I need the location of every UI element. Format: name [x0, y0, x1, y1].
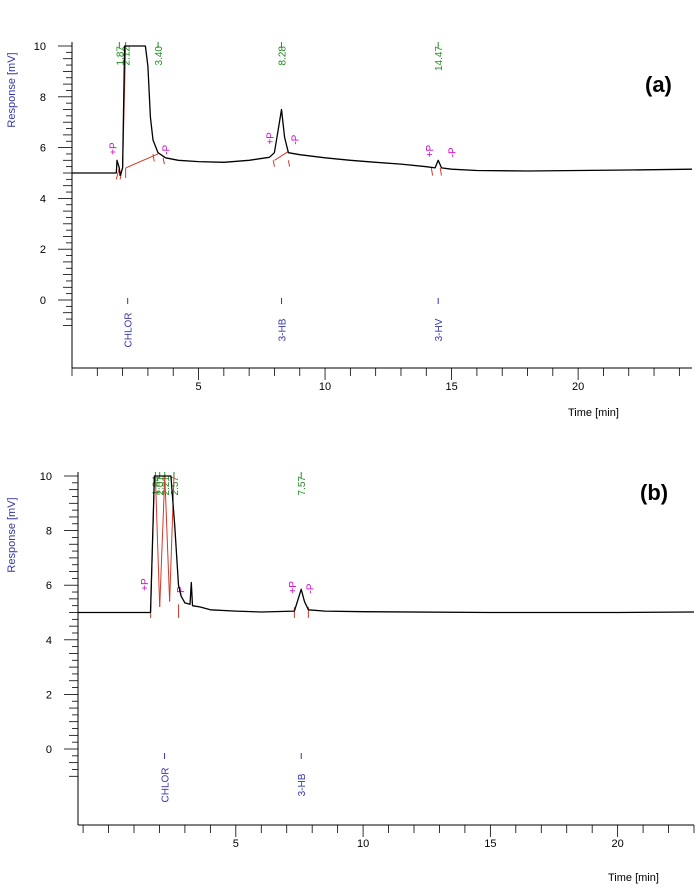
- p-marker-label: -P: [306, 583, 317, 593]
- chart-panel-a: 0 2 4 6 8 10 Response [mV] 5 10 15 20 Time [min] (a)…: [6, 41, 693, 419]
- integration-line: [169, 475, 175, 602]
- x-tick-label: 10: [319, 381, 331, 393]
- integration-line: [287, 160, 291, 167]
- integration-line: [430, 167, 434, 176]
- p-marker-group: +P: [265, 132, 276, 145]
- y-tick-label: 4: [40, 193, 46, 205]
- retention-time-group: 14.47: [434, 46, 445, 71]
- y-tick-label: 10: [40, 471, 52, 483]
- integration-line: [272, 160, 275, 167]
- integration-line: [152, 153, 155, 162]
- peak-name-group: CHLOR: [124, 312, 135, 347]
- p-marker-label: +P: [108, 142, 119, 155]
- y-tick-label: 6: [46, 580, 52, 592]
- integration-line: [439, 167, 442, 176]
- chart-panel-b: 0 2 4 6 8 10 Response [mV] 5 10 15 20 Time [min] (b)…: [6, 471, 695, 884]
- p-marker-group: +P: [108, 142, 119, 155]
- retention-time-group: 1.84: [151, 476, 162, 496]
- p-marker-label: +P: [425, 145, 436, 158]
- retention-time-label: 8.28: [278, 46, 289, 66]
- p-marker-group: +P: [288, 581, 299, 594]
- p-marker-label: +P: [265, 132, 276, 145]
- retention-time-label: 1.84: [151, 476, 162, 496]
- p-marker-group: -P: [306, 583, 317, 593]
- integration-line: [154, 475, 161, 608]
- peak-name-group: 3-HB: [297, 773, 308, 796]
- p-marker-label: +P: [288, 581, 299, 594]
- p-marker-group: +P: [140, 578, 151, 591]
- peak-name-label: 3-HB: [297, 773, 308, 796]
- retention-time-label: 14.47: [434, 46, 445, 71]
- y-tick-label: 0: [46, 744, 52, 756]
- p-marker-label: +P: [140, 578, 151, 591]
- y-tick-label: 4: [46, 635, 52, 647]
- retention-time-group: 1.87: [115, 46, 126, 66]
- peak-name-group: 3-HB: [278, 318, 289, 341]
- panel-label: (b): [640, 480, 668, 505]
- retention-time-group: 8.28: [278, 46, 289, 66]
- x-axis-label: Time [min]: [568, 407, 619, 419]
- y-tick-label: 8: [40, 92, 46, 104]
- retention-time-label: 2.21: [161, 476, 172, 496]
- p-marker-group: -P: [291, 134, 302, 144]
- x-tick-label: 20: [572, 381, 584, 393]
- panel-label: (a): [645, 72, 672, 97]
- peak-name-label: 3-HV: [434, 318, 445, 341]
- integration-line: [164, 475, 171, 602]
- retention-time-group: 2.01: [156, 476, 167, 496]
- peak-name-label: CHLOR: [161, 767, 172, 802]
- integration-line: [115, 167, 120, 180]
- p-marker-group: -P: [176, 586, 187, 596]
- integration-line: [162, 157, 165, 165]
- integration-line: [274, 150, 289, 161]
- y-tick-label: 10: [34, 41, 46, 53]
- chromatogram-trace: [78, 475, 695, 614]
- peak-name-group: CHLOR: [161, 767, 172, 802]
- y-tick-label: 0: [40, 295, 46, 307]
- y-tick-label: 6: [40, 143, 46, 155]
- retention-time-label: 3.40: [154, 46, 165, 66]
- y-tick-label: 2: [40, 244, 46, 256]
- p-marker-label: -P: [176, 586, 187, 596]
- p-marker-label: -P: [448, 147, 459, 157]
- y-axis-label: Response [mV]: [6, 52, 18, 127]
- retention-time-label: 2.12: [122, 46, 133, 66]
- retention-time-group: 2.21: [161, 476, 172, 496]
- x-tick-label: 5: [195, 381, 201, 393]
- y-tick-label: 2: [46, 689, 52, 701]
- p-marker-group: -P: [448, 147, 459, 157]
- retention-time-group: 2.57: [170, 476, 181, 496]
- y-axis-label: Response [mV]: [6, 497, 18, 572]
- integration-line: [125, 153, 159, 169]
- x-tick-label: 10: [357, 838, 369, 850]
- p-marker-group: +P: [425, 145, 436, 158]
- peak-name-label: 3-HB: [278, 318, 289, 341]
- chromatogram-trace: [72, 45, 693, 177]
- p-marker-label: -P: [291, 134, 302, 144]
- x-tick-label: 15: [445, 381, 457, 393]
- p-marker-group: -P: [162, 145, 173, 155]
- x-tick-label: 15: [484, 838, 496, 850]
- integration-line: [159, 475, 166, 608]
- x-axis-label: Time [min]: [608, 872, 659, 884]
- retention-time-group: 7.57: [297, 476, 308, 496]
- retention-time-label: 2.01: [156, 476, 167, 496]
- p-marker-label: -P: [162, 145, 173, 155]
- peak-name-group: 3-HV: [434, 318, 445, 341]
- y-tick-label: 8: [46, 526, 52, 538]
- peak-name-label: CHLOR: [124, 312, 135, 347]
- x-tick-label: 20: [612, 838, 624, 850]
- retention-time-label: 2.57: [170, 476, 181, 496]
- retention-time-group: 2.12: [122, 46, 133, 66]
- retention-time-group: 3.40: [154, 46, 165, 66]
- retention-time-label: 1.87: [115, 46, 126, 66]
- x-tick-label: 5: [233, 838, 239, 850]
- retention-time-label: 7.57: [297, 476, 308, 496]
